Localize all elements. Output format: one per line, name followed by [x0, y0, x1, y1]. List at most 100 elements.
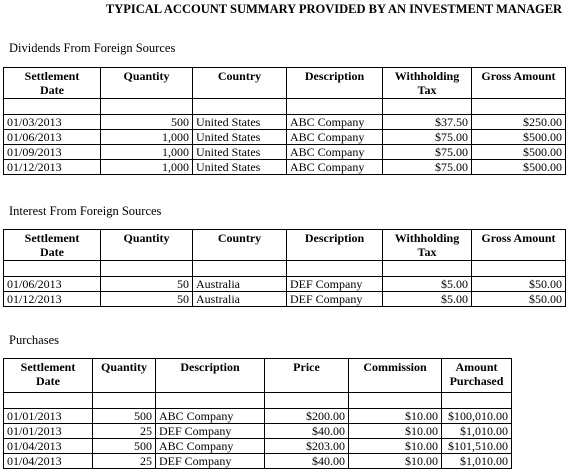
column-header: Settlement Date: [3, 358, 93, 393]
cell: [441, 392, 512, 409]
header-text: Quantity: [123, 69, 170, 83]
column-header: Country: [192, 67, 287, 99]
cell: United States: [192, 129, 287, 145]
cell: $5.00: [382, 276, 472, 292]
cell: Australia: [192, 291, 287, 307]
cell: 25: [92, 453, 156, 469]
data-row: 01/06/2013 1,000 United States ABC Company $…: [3, 129, 566, 145]
header-text: Tax: [417, 245, 437, 259]
cell: $200.00: [264, 408, 349, 424]
cell: [286, 260, 383, 277]
column-header: Settlement Date: [3, 67, 101, 99]
cell: $50.00: [471, 291, 566, 307]
section-heading: Interest From Foreign Sources: [9, 204, 162, 218]
cell: $1,010.00: [441, 453, 512, 469]
column-header: Description: [286, 229, 383, 261]
header-text: Country: [217, 69, 262, 83]
data-row: 01/12/2013 50 Australia DEF Company $5.00 $50…: [3, 291, 566, 307]
column-header: Description: [155, 358, 265, 393]
column-header: Country: [192, 229, 287, 261]
cell: [100, 260, 193, 277]
empty-row: [3, 392, 512, 409]
cell: [92, 392, 156, 409]
cell: ABC Company: [286, 114, 383, 130]
cell: 500: [92, 438, 156, 454]
cell: DEF Company: [155, 423, 265, 439]
header-text: Settlement: [24, 231, 80, 245]
cell: $10.00: [348, 438, 442, 454]
cell: [348, 392, 442, 409]
column-header: Gross Amount: [471, 67, 566, 99]
cell: [382, 98, 472, 115]
column-header: Description: [286, 67, 383, 99]
header-text: Gross Amount: [481, 231, 556, 245]
header-row: Settlement Date Quantity Description Price Co…: [3, 358, 512, 393]
cell: 1,000: [100, 159, 193, 175]
data-row: 01/04/2013 500 ABC Company $203.00 $10.00 $10…: [3, 438, 512, 454]
header-text: Withholding: [394, 69, 460, 83]
cell: 1,000: [100, 129, 193, 145]
header-text: Gross Amount: [481, 69, 556, 83]
cell: 50: [100, 276, 193, 292]
data-row: 01/09/2013 1,000 United States ABC Company $…: [3, 144, 566, 160]
header-text: Price: [293, 360, 320, 374]
empty-row: [3, 260, 566, 277]
cell: 25: [92, 423, 156, 439]
header-text: Country: [217, 231, 262, 245]
cell: 01/01/2013: [3, 423, 93, 439]
column-header: Quantity: [92, 358, 156, 393]
column-header: Amount Purchased: [441, 358, 512, 393]
data-row: 01/06/2013 50 Australia DEF Company $5.00 $50…: [3, 276, 566, 292]
cell: [471, 98, 566, 115]
cell: $5.00: [382, 291, 472, 307]
header-row: Settlement Date Quantity Country Description…: [3, 229, 566, 261]
cell: $500.00: [471, 144, 566, 160]
column-header: Withholding Tax: [382, 67, 472, 99]
column-header: Price: [264, 358, 349, 393]
cell: 01/04/2013: [3, 453, 93, 469]
cell: 1,000: [100, 144, 193, 160]
header-text: Commission: [363, 360, 427, 374]
cell: $101,510.00: [441, 438, 512, 454]
cell: 01/01/2013: [3, 408, 93, 424]
data-row: 01/04/2013 25 DEF Company $40.00 $10.00 $1,01…: [3, 453, 512, 469]
cell: DEF Company: [155, 453, 265, 469]
cell: DEF Company: [286, 276, 383, 292]
cell: 500: [100, 114, 193, 130]
table: Settlement Date Quantity Country Description…: [3, 67, 566, 175]
column-header: Quantity: [100, 67, 193, 99]
cell: [3, 98, 101, 115]
cell: $500.00: [471, 129, 566, 145]
header-text: Description: [304, 231, 365, 245]
cell: Australia: [192, 276, 287, 292]
cell: $10.00: [348, 408, 442, 424]
cell: United States: [192, 144, 287, 160]
header-text: Quantity: [123, 231, 170, 245]
header-row: Settlement Date Quantity Country Description…: [3, 67, 566, 99]
cell: [155, 392, 265, 409]
cell: United States: [192, 159, 287, 175]
cell: 01/12/2013: [3, 159, 101, 175]
cell: ABC Company: [286, 144, 383, 160]
cell: $75.00: [382, 144, 472, 160]
cell: 01/04/2013: [3, 438, 93, 454]
cell: 01/09/2013: [3, 144, 101, 160]
header-text: Date: [40, 245, 64, 259]
cell: [382, 260, 472, 277]
cell: ABC Company: [286, 159, 383, 175]
cell: $40.00: [264, 423, 349, 439]
column-header: Settlement Date: [3, 229, 101, 261]
cell: $50.00: [471, 276, 566, 292]
cell: [264, 392, 349, 409]
cell: [100, 98, 193, 115]
cell: [192, 98, 287, 115]
header-text: Tax: [417, 83, 437, 97]
cell: ABC Company: [155, 408, 265, 424]
cell: $75.00: [382, 129, 472, 145]
cell: 01/12/2013: [3, 291, 101, 307]
header-text: Withholding: [394, 231, 460, 245]
page-title: TYPICAL ACCOUNT SUMMARY PROVIDED BY AN I…: [105, 2, 563, 16]
cell: $250.00: [471, 114, 566, 130]
data-row: 01/01/2013 25 DEF Company $40.00 $10.00 $1,01…: [3, 423, 512, 439]
